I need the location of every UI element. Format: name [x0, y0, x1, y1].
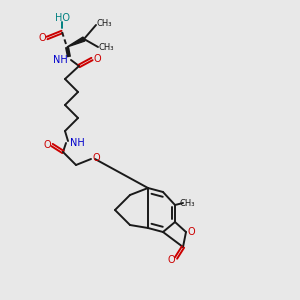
Text: CH₃: CH₃	[98, 44, 114, 52]
Text: NH: NH	[70, 138, 84, 148]
Text: O: O	[187, 227, 195, 237]
Text: CH₃: CH₃	[96, 20, 112, 28]
Text: NH: NH	[52, 55, 68, 65]
Text: HO: HO	[55, 13, 70, 23]
Text: O: O	[92, 153, 100, 163]
Text: CH₃: CH₃	[179, 199, 195, 208]
Text: O: O	[43, 140, 51, 150]
Polygon shape	[67, 37, 85, 47]
Text: O: O	[38, 33, 46, 43]
Text: O: O	[167, 255, 175, 265]
Text: O: O	[93, 54, 101, 64]
